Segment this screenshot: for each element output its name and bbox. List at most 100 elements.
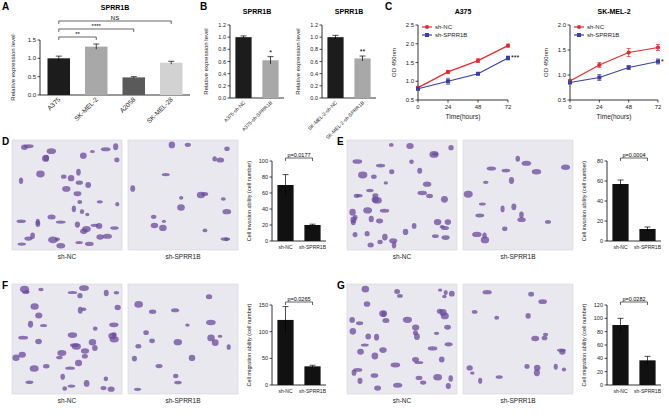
micrograph-cell: [538, 299, 547, 304]
micrograph-cell: [353, 232, 358, 237]
micrograph-cell: [68, 332, 77, 338]
x-tick-label: sh-NC: [278, 388, 293, 394]
micrograph-cell: [371, 175, 377, 179]
error-bar: [241, 36, 247, 38]
legend-swatch: [425, 25, 429, 29]
y-tick-label: 1.2: [218, 22, 226, 28]
micrograph-cell: [446, 383, 451, 389]
micrograph-cell: [472, 232, 481, 237]
legend-label: sh-NC: [435, 24, 453, 30]
bar: [327, 37, 343, 98]
x-tick-label: sh-NC: [613, 388, 628, 394]
micrograph-cell: [203, 228, 208, 232]
panel-letter: C: [385, 1, 392, 12]
micrograph-cell: [445, 342, 453, 346]
bar: [262, 60, 278, 98]
y-tick-label: 0.8: [310, 46, 318, 52]
y-tick: [320, 49, 323, 50]
micrograph-cell: [56, 220, 66, 223]
micrograph-cell: [113, 143, 118, 150]
marker: [627, 66, 631, 70]
y-tick: [228, 98, 231, 99]
micrograph-cell: [18, 242, 26, 245]
micrograph-cell: [18, 352, 25, 358]
error-bar: [416, 88, 420, 90]
micrograph-cell: [47, 148, 56, 154]
y-tick: [38, 76, 41, 77]
micrograph-cell: [97, 200, 103, 203]
micrograph-cell: [151, 215, 157, 219]
micrograph-cell: [75, 221, 80, 227]
micrograph-cell: [412, 223, 417, 229]
annotation: *: [269, 49, 272, 56]
micrograph-cell: [542, 336, 548, 341]
micrograph-cell: [159, 225, 167, 231]
y-tick: [320, 85, 323, 86]
micrograph-cell: [55, 238, 60, 242]
micrograph-cell: [392, 242, 397, 249]
micrograph-cell: [467, 365, 473, 370]
image-caption: sh-NC: [393, 253, 412, 260]
annotation: *: [661, 58, 664, 65]
y-tick: [38, 58, 41, 59]
bar: [235, 37, 251, 98]
micrograph-cell: [403, 317, 412, 323]
y-tick-label: 20: [597, 369, 603, 375]
micrograph-cell: [380, 209, 389, 213]
legend-label: sh-SPRR1B: [435, 32, 467, 38]
micrograph: [347, 140, 457, 250]
y-tick: [605, 371, 608, 372]
y-tick: [605, 241, 608, 242]
y-tick-label: 1.0: [558, 72, 567, 78]
x-axis-label: Time(hours): [597, 113, 632, 121]
micrograph-cell: [93, 326, 98, 330]
micrograph-cell: [403, 229, 409, 235]
annotation: p=0.0177: [287, 152, 310, 158]
marker: [446, 70, 450, 74]
micrograph: [347, 284, 457, 394]
micrograph-cell: [108, 387, 115, 392]
y-tick: [270, 385, 273, 386]
y-tick: [270, 193, 273, 194]
image-caption: sh-NC: [58, 253, 77, 260]
x-tick-label: SK-MEL-2: [73, 95, 99, 121]
y-tick-label: 0.5: [558, 97, 567, 103]
micrograph-cell: [110, 336, 119, 342]
x-tick-label: SK-MEL-2-sh-SPRR1B: [324, 99, 365, 140]
marker: [476, 72, 480, 76]
micrograph-cell: [434, 332, 439, 335]
y-tick: [270, 305, 273, 306]
micrograph-cell: [174, 381, 182, 384]
x-tick-label: 0: [568, 104, 572, 110]
marker: [476, 59, 480, 63]
y-tick: [568, 100, 571, 101]
micrograph-cell: [394, 289, 400, 294]
legend-swatch: [577, 33, 581, 37]
micrograph-cell: [114, 157, 119, 162]
y-tick: [270, 358, 273, 359]
x-axis: [418, 100, 508, 101]
micrograph-cell: [60, 374, 65, 380]
micrograph-cell: [417, 168, 422, 174]
x-tick-label: 72: [505, 104, 512, 110]
x-tick: [418, 100, 419, 103]
micrograph-cell: [429, 151, 438, 158]
micrograph-cell: [135, 344, 141, 349]
micrograph-cell: [376, 164, 385, 168]
micrograph-cell: [532, 169, 542, 174]
x-tick: [508, 100, 509, 103]
error-bar: [131, 77, 137, 78]
y-tick-label: 0.2: [310, 83, 318, 89]
micrograph-cell: [68, 175, 74, 181]
y-tick-label: 0.0: [218, 95, 226, 101]
error-bar: [618, 318, 624, 331]
micrograph-cell: [515, 156, 520, 162]
micrograph-cell: [440, 225, 445, 228]
micrograph-cell: [449, 291, 455, 297]
y-tick-label: 40: [597, 198, 603, 204]
micrograph-cell: [554, 364, 558, 370]
y-axis-label: Cell migration ability (cell number): [246, 303, 252, 386]
micrograph-cell: [382, 234, 388, 241]
y-tick: [270, 331, 273, 332]
y-tick-label: 80: [597, 329, 603, 335]
